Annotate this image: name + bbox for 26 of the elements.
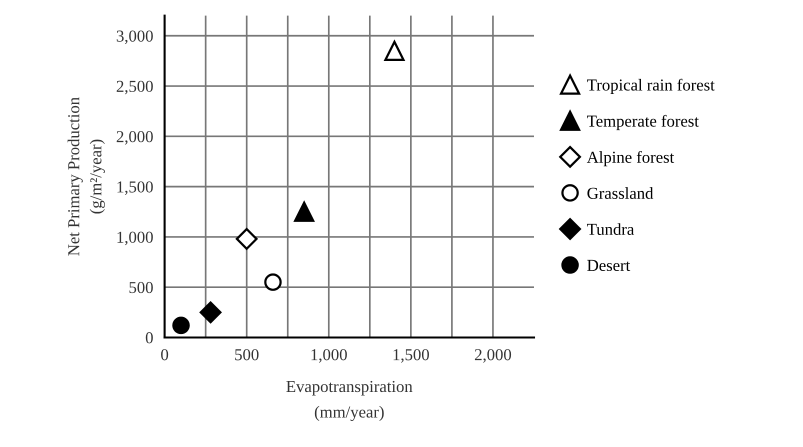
y-axis-title: Net Primary Production (g/m²/year) <box>68 97 105 256</box>
point <box>264 273 282 291</box>
point <box>384 40 405 61</box>
y-tick-label: 0 <box>146 332 153 344</box>
legend-label: Grassland <box>587 187 654 199</box>
point <box>294 202 314 222</box>
legend-label: Temperate forest <box>587 114 699 130</box>
y-tick-label: 1,000 <box>117 232 153 246</box>
point <box>172 316 190 334</box>
y-tick-label: 3,000 <box>116 30 153 44</box>
x-tick-label: 1,500 <box>394 349 429 363</box>
x-tick-label: 1,000 <box>312 349 347 363</box>
legend-label: Tropical rain forest <box>587 78 715 94</box>
x-tick-label: 500 <box>235 349 259 360</box>
legend-label: Alpine forest <box>586 150 674 166</box>
y-tick-label: 1,500 <box>117 181 153 195</box>
y-tick-label: 2,500 <box>116 80 153 94</box>
legend-label: Desert <box>587 260 630 272</box>
y-tick-label: 2,000 <box>116 131 153 145</box>
x-tick-label: 2,000 <box>474 349 512 363</box>
x-axis-title: Evapotranspiration (mm/year) <box>286 380 412 422</box>
x-tick-label: 0 <box>161 349 168 360</box>
legend-label: Tundra <box>587 223 634 235</box>
point <box>236 228 258 250</box>
y-tick-label: 500 <box>129 282 153 294</box>
point <box>200 301 222 324</box>
